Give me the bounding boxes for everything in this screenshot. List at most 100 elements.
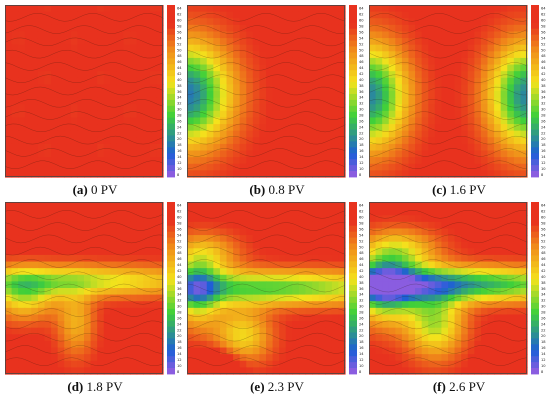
heat-cell <box>520 157 528 165</box>
heat-cell <box>448 268 456 276</box>
heat-cell <box>187 44 195 52</box>
heat-cell <box>18 84 26 92</box>
colorbar-segment <box>531 52 539 59</box>
heat-cell <box>193 24 201 33</box>
heat-cell <box>318 228 326 236</box>
heat-cell <box>401 215 410 223</box>
heat-cell <box>70 170 79 178</box>
colorbar-segment <box>531 147 539 154</box>
heat-cell <box>64 104 72 112</box>
heat-cell <box>454 137 462 145</box>
heat-cell <box>97 301 105 309</box>
colorbar-tick-label: 38 <box>359 281 364 285</box>
heat-cell <box>461 143 469 152</box>
heat-cell <box>143 360 151 368</box>
heat-cell <box>252 137 261 145</box>
heat-cell <box>5 130 13 138</box>
heat-cell <box>226 64 234 72</box>
heat-cell <box>136 268 144 276</box>
heat-cell <box>279 307 287 316</box>
heat-cell <box>200 71 208 79</box>
heat-cell <box>266 301 274 309</box>
heat-cell <box>305 163 313 171</box>
heat-cell <box>206 150 214 158</box>
heat-cell <box>448 11 456 19</box>
heat-cell <box>441 143 449 152</box>
heat-cell <box>448 51 456 59</box>
heat-cell <box>11 208 19 216</box>
heat-cell <box>487 301 495 309</box>
heat-cell <box>219 268 228 276</box>
heat-cell <box>382 248 390 256</box>
heat-cell <box>103 347 111 355</box>
heat-cell <box>37 228 46 236</box>
heat-cell <box>5 327 13 335</box>
heat-cell <box>461 327 469 335</box>
heat-cell <box>206 347 214 355</box>
heat-cell <box>143 254 151 263</box>
heat-cell <box>298 51 307 59</box>
heat-cell <box>382 130 390 138</box>
heat-cell <box>454 281 462 289</box>
heat-cell <box>448 170 456 178</box>
contour-line <box>187 111 346 120</box>
colorbar-tick-label: 8 <box>359 173 362 177</box>
heat-cell <box>149 64 158 72</box>
heat-cell <box>520 281 528 289</box>
heat-cell <box>395 77 403 85</box>
heat-cell <box>84 294 92 302</box>
heat-cell <box>77 354 85 362</box>
heat-cell <box>156 347 164 355</box>
heat-cell <box>11 307 19 316</box>
heat-cell <box>520 18 528 26</box>
heat-cell <box>259 64 267 72</box>
heat-cell <box>31 294 39 302</box>
contour-line <box>369 148 528 157</box>
colorbar: 6462605856545250484644424038363432302826… <box>167 5 182 178</box>
heat-cell <box>252 334 261 342</box>
heat-cell <box>441 281 449 289</box>
heat-cell <box>474 281 482 289</box>
heat-cell <box>279 248 287 256</box>
heat-cell <box>454 248 462 256</box>
heat-cell <box>252 110 261 119</box>
heat-cell <box>70 321 79 329</box>
heat-cell <box>57 288 65 296</box>
heat-cell <box>11 314 19 322</box>
heat-cell <box>305 51 313 59</box>
heat-cell <box>239 228 247 236</box>
heat-cell <box>84 288 92 296</box>
heat-cell <box>51 77 59 85</box>
heat-cell <box>474 18 482 26</box>
colorbar-segment <box>531 279 539 286</box>
heat-cell <box>219 11 228 19</box>
heat-cell <box>467 281 475 289</box>
colorbar-segment <box>167 202 175 209</box>
heat-cell <box>434 261 443 269</box>
heat-cell <box>136 91 144 99</box>
colorbar-segment <box>349 129 357 136</box>
heat-cell <box>24 215 32 223</box>
heat-cell <box>259 254 267 263</box>
heat-cell <box>266 281 274 289</box>
heat-cell <box>259 31 267 39</box>
heat-cell <box>149 254 158 263</box>
heat-cell <box>143 347 151 355</box>
colorbar-tick-label: 52 <box>541 42 546 46</box>
heat-cell <box>513 254 522 263</box>
heat-cell <box>156 261 164 269</box>
heat-cell <box>226 228 234 236</box>
panel-letter: (b) <box>249 182 266 197</box>
heat-cell <box>110 110 118 119</box>
heat-cell <box>513 124 522 132</box>
heat-cell <box>285 274 293 282</box>
heat-cell <box>266 110 274 119</box>
heat-cells <box>187 5 346 178</box>
heat-cell <box>266 31 274 39</box>
heat-cell <box>103 97 111 105</box>
colorbar-tick-label: 10 <box>359 167 364 171</box>
heat-cell <box>130 11 138 19</box>
heat-cell <box>382 307 390 316</box>
heat-cell <box>520 347 528 355</box>
heat-cell <box>233 261 241 269</box>
